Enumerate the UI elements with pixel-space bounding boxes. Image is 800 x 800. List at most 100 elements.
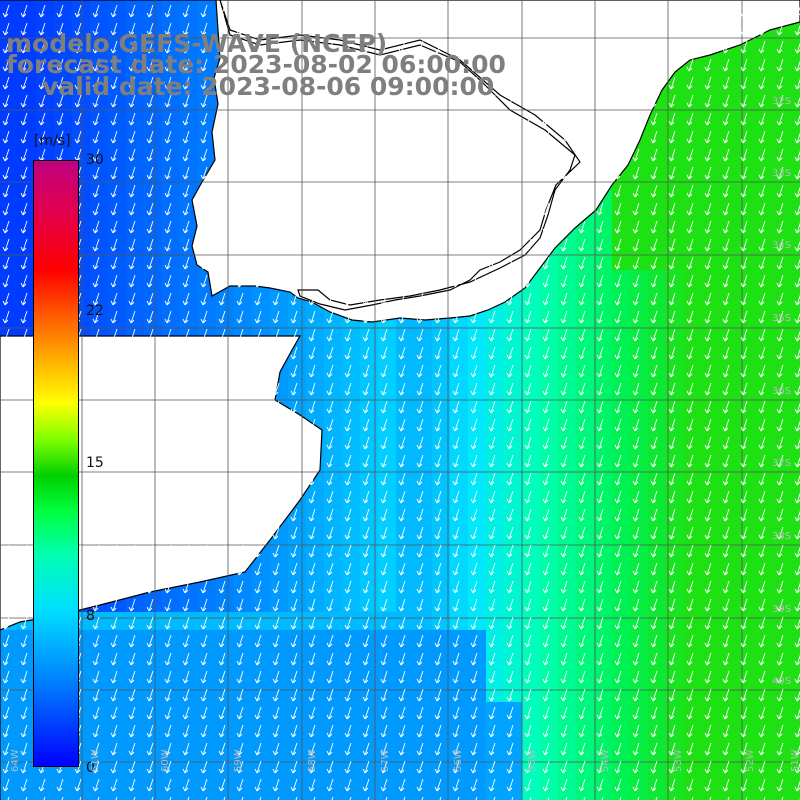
wind-arrow — [398, 652, 406, 666]
wind-arrow — [236, 652, 244, 666]
wind-arrow — [673, 796, 676, 800]
wind-arrow — [128, 238, 136, 252]
wind-cell — [792, 432, 800, 451]
wind-cell — [468, 612, 487, 631]
wind-cell — [630, 630, 649, 649]
wind-cell — [144, 756, 163, 775]
wind-cell — [540, 684, 559, 703]
wind-cell — [774, 612, 793, 631]
wind-arrow — [488, 580, 496, 594]
wind-arrow — [488, 364, 496, 378]
wind-cell — [684, 558, 703, 577]
wind-arrow — [434, 220, 442, 234]
wind-arrow — [308, 418, 316, 432]
wind-cell — [90, 702, 109, 721]
wind-arrow — [434, 202, 442, 216]
wind-cell — [180, 684, 199, 703]
wind-arrow — [92, 508, 100, 522]
wind-cell — [720, 180, 739, 199]
wind-arrow — [110, 472, 118, 486]
wind-arrow — [254, 202, 262, 216]
wind-cell — [648, 288, 667, 307]
wind-cell — [540, 360, 559, 379]
wind-cell — [792, 270, 800, 289]
wind-arrow — [326, 94, 334, 108]
wind-arrow — [146, 490, 154, 504]
wind-cell — [360, 342, 379, 361]
wind-cell — [180, 738, 199, 757]
wind-arrow — [434, 472, 442, 486]
wind-arrow — [146, 778, 154, 792]
wind-cell — [0, 252, 19, 271]
wind-arrow — [614, 40, 622, 54]
wind-arrow — [542, 472, 550, 486]
wind-cell — [630, 594, 649, 613]
wind-arrow — [110, 634, 118, 648]
wind-arrow — [560, 4, 568, 18]
wind-cell — [180, 144, 199, 163]
wind-arrow — [272, 724, 280, 738]
wind-arrow — [236, 508, 244, 522]
wind-arrow — [470, 400, 478, 414]
wind-cell — [144, 252, 163, 271]
wind-arrow — [20, 418, 28, 432]
wind-arrow — [398, 436, 406, 450]
wind-arrow — [2, 256, 10, 270]
wind-arrow — [650, 202, 658, 216]
wind-cell — [342, 684, 361, 703]
wind-arrow — [470, 40, 478, 54]
wind-cell — [612, 594, 631, 613]
wind-cell — [0, 702, 19, 721]
wind-cell — [144, 198, 163, 217]
wind-cell — [576, 774, 595, 793]
wind-cell — [486, 360, 505, 379]
wind-arrow — [20, 112, 28, 126]
wind-arrow — [2, 490, 10, 504]
wind-cell — [684, 774, 703, 793]
wind-arrow — [686, 184, 694, 198]
wind-arrow — [416, 544, 424, 558]
wind-arrow — [223, 796, 226, 800]
wind-cell — [468, 324, 487, 343]
wind-arrow — [128, 472, 136, 486]
wind-arrow — [92, 184, 100, 198]
wind-arrow — [272, 436, 280, 450]
wind-arrow — [650, 544, 658, 558]
wind-arrow — [308, 148, 316, 162]
wind-arrow — [218, 472, 226, 486]
wind-cell — [432, 558, 451, 577]
wind-cell — [432, 522, 451, 541]
wind-arrow — [722, 328, 730, 342]
wind-arrow — [740, 364, 748, 378]
wind-cell — [414, 684, 433, 703]
wind-cell — [720, 162, 739, 181]
wind-cell — [630, 324, 649, 343]
wind-arrow — [470, 454, 478, 468]
wind-arrow — [2, 328, 10, 342]
wind-arrow — [164, 274, 172, 288]
wind-cell — [630, 702, 649, 721]
wind-cell — [144, 216, 163, 235]
latitude-label: 34S — [772, 240, 792, 251]
wind-arrow — [434, 454, 442, 468]
wind-cell — [252, 558, 271, 577]
wind-arrow — [614, 580, 622, 594]
wind-arrow — [758, 454, 766, 468]
wind-arrow — [236, 76, 244, 90]
wind-arrow — [20, 580, 28, 594]
wind-arrow — [92, 112, 100, 126]
wind-arrow — [277, 796, 280, 800]
wind-arrow — [614, 598, 622, 612]
wind-arrow — [740, 490, 748, 504]
wind-cell — [756, 792, 775, 800]
wind-arrow — [290, 130, 298, 144]
wind-cell — [198, 630, 217, 649]
wind-cell — [324, 792, 343, 800]
wind-arrow — [236, 238, 244, 252]
wind-arrow — [164, 526, 172, 540]
wind-arrow — [452, 382, 460, 396]
wind-arrow — [542, 346, 550, 360]
wind-arrow — [560, 418, 568, 432]
wind-arrow — [758, 670, 766, 684]
wind-arrow — [200, 580, 208, 594]
